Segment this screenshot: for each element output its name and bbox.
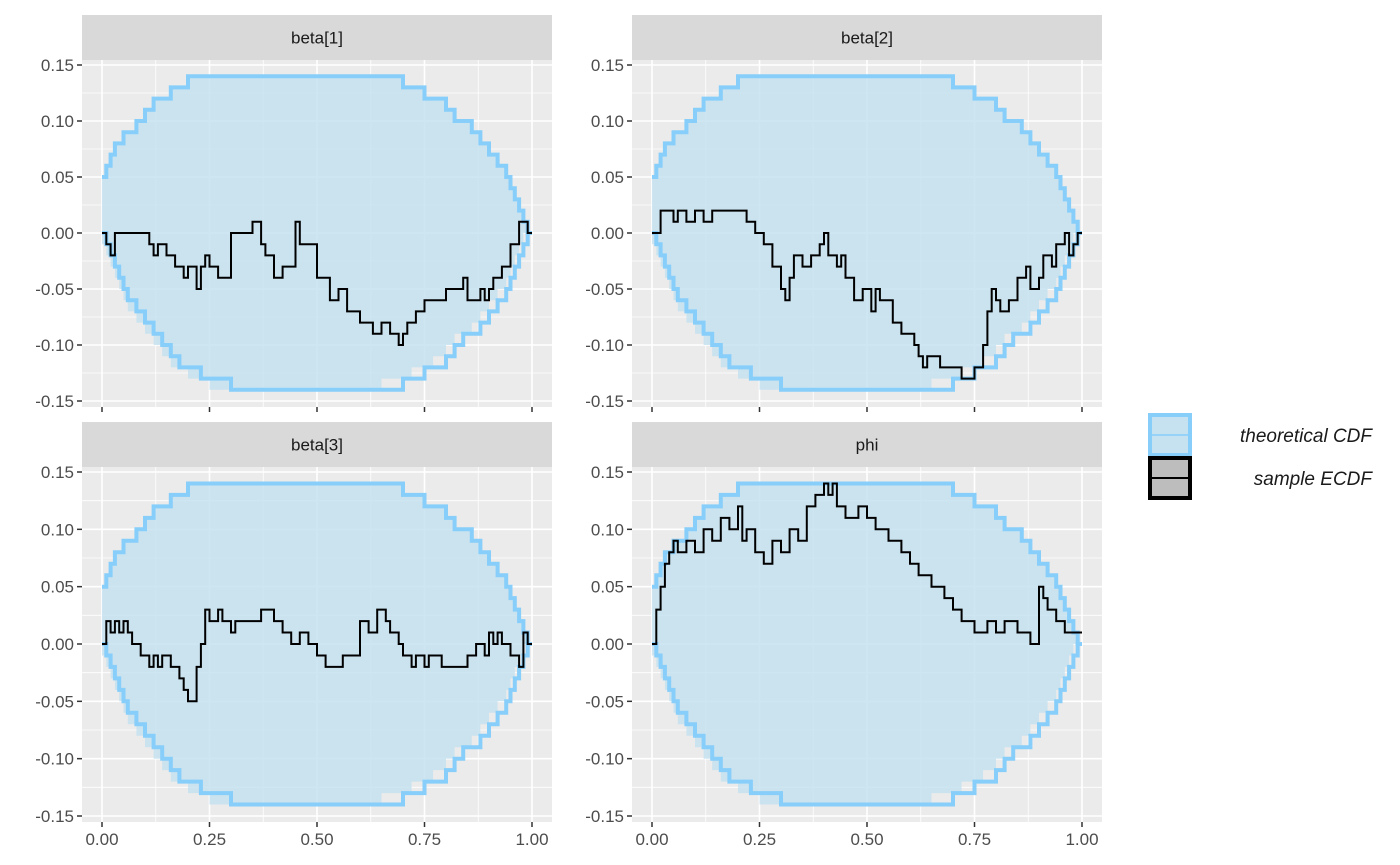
band-lower-line — [652, 642, 1082, 807]
x-tick-label: 0.50 — [850, 830, 883, 849]
y-tick-label: 0.15 — [41, 56, 74, 75]
band-lower-line — [102, 642, 532, 807]
facet-strip-label: beta[1] — [291, 29, 343, 48]
legend-item-0: theoretical CDF — [1148, 413, 1373, 457]
y-tick-label: 0.10 — [41, 520, 74, 539]
legend: theoretical CDF sample ECDF — [1148, 413, 1374, 500]
x-tick-label: 0.75 — [958, 830, 991, 849]
sample-ecdf-line — [652, 482, 1082, 645]
y-tick-label: 0.00 — [591, 224, 624, 243]
x-axis — [101, 407, 533, 412]
band-lower-line — [652, 231, 1082, 392]
x-axis: 0.00 0.25 0.50 0.75 1.00 — [635, 822, 1099, 849]
x-tick-label: 0.00 — [85, 830, 118, 849]
x-tick-label: 1.00 — [515, 830, 548, 849]
x-axis — [651, 407, 1083, 412]
facet-strip-label: beta[2] — [841, 29, 893, 48]
x-tick-label: 0.25 — [193, 830, 226, 849]
facet-panel-2: beta[3]0.150.100.050.00-0.05-0.10-0.150.… — [35, 422, 552, 849]
y-axis: 0.15 0.10 0.05 0.00 -0.05 -0.10 -0.15 — [35, 463, 82, 826]
legend-label: sample ECDF — [1254, 469, 1374, 490]
facet-panel-0: beta[1] 0.15 0.10 0.05 0.00 -0.05 -0.10 -0.15 — [35, 15, 552, 412]
y-tick-label: 0.00 — [41, 635, 74, 654]
y-tick-label: -0.15 — [585, 392, 624, 411]
y-tick-label: -0.10 — [585, 336, 624, 355]
facet-strip — [632, 15, 1102, 60]
y-tick-label: 0.05 — [41, 578, 74, 597]
sample-ecdf-line — [102, 220, 532, 346]
y-tick-label: -0.10 — [585, 750, 624, 769]
y-axis: 0.15 0.10 0.05 0.00 -0.05 -0.10 -0.15 — [35, 56, 82, 411]
y-tick-label: -0.05 — [35, 280, 74, 299]
y-tick-label: 0.05 — [41, 168, 74, 187]
facet-panel-1: beta[2] 0.15 0.10 0.05 0.00 -0.05 -0.10 -0.15 — [585, 15, 1102, 412]
facet-strip — [632, 422, 1102, 467]
band-upper-line — [652, 74, 1082, 235]
facet-strip-label: beta[3] — [291, 436, 343, 455]
facet-strip-label: phi — [856, 436, 879, 455]
y-tick-label: 0.00 — [591, 635, 624, 654]
x-tick-label: 0.25 — [743, 830, 776, 849]
y-tick-label: 0.15 — [591, 463, 624, 482]
sample-ecdf-line — [102, 608, 532, 703]
y-tick-label: 0.05 — [591, 168, 624, 187]
y-tick-label: -0.15 — [585, 807, 624, 826]
y-axis: 0.15 0.10 0.05 0.00 -0.05 -0.10 -0.15 — [585, 56, 632, 411]
y-axis: 0.15 0.10 0.05 0.00 -0.05 -0.10 -0.15 — [585, 463, 632, 826]
x-tick-label: 1.00 — [1065, 830, 1098, 849]
y-tick-label: -0.10 — [35, 750, 74, 769]
facet-strip — [82, 422, 552, 467]
y-tick-label: -0.15 — [35, 392, 74, 411]
x-tick-label: 0.00 — [635, 830, 668, 849]
y-tick-label: -0.15 — [35, 807, 74, 826]
confidence-band — [652, 76, 1082, 390]
y-tick-label: 0.05 — [591, 578, 624, 597]
y-tick-label: 0.10 — [41, 112, 74, 131]
y-tick-label: -0.10 — [35, 336, 74, 355]
y-tick-label: 0.10 — [591, 520, 624, 539]
band-upper-line — [102, 481, 532, 646]
x-tick-label: 0.75 — [408, 830, 441, 849]
y-tick-label: 0.10 — [591, 112, 624, 131]
y-tick-label: 0.15 — [41, 463, 74, 482]
legend-item-1: sample ECDF — [1148, 456, 1374, 500]
confidence-band — [652, 483, 1082, 805]
y-tick-label: -0.05 — [585, 280, 624, 299]
x-tick-label: 0.50 — [300, 830, 333, 849]
band-lower-line — [102, 231, 532, 392]
band-upper-line — [102, 74, 532, 235]
legend-label: theoretical CDF — [1240, 426, 1373, 447]
facet-panels: beta[1]0.150.100.050.00-0.05-0.10-0.15be… — [35, 15, 1102, 849]
facet-strip — [82, 15, 552, 60]
y-tick-label: -0.05 — [35, 692, 74, 711]
y-tick-label: 0.15 — [591, 56, 624, 75]
y-tick-label: 0.00 — [41, 224, 74, 243]
y-tick-label: -0.05 — [585, 692, 624, 711]
x-axis: 0.00 0.25 0.50 0.75 1.00 — [85, 822, 549, 849]
sample-ecdf-line — [652, 209, 1082, 380]
